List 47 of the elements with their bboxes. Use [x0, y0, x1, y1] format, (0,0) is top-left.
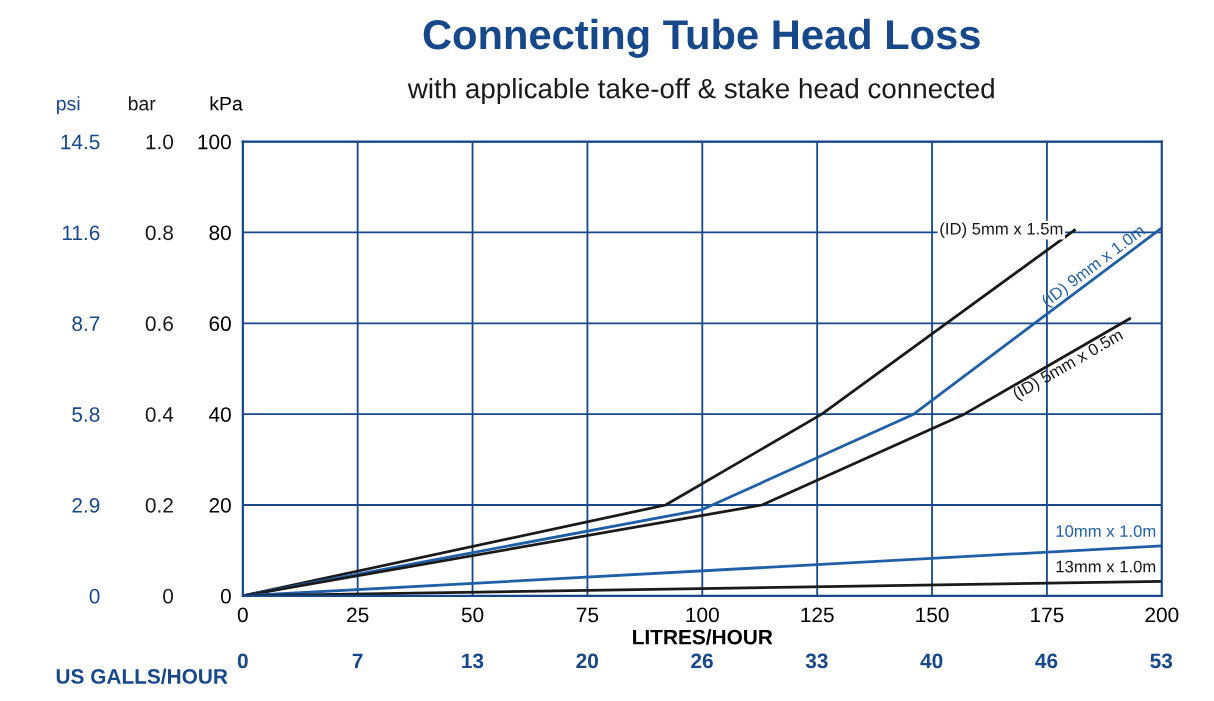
y-tick-label: 80	[209, 225, 231, 241]
y3-tick-label: 11.6	[62, 225, 100, 241]
y-axis-title: kPa	[210, 96, 243, 111]
y3-tick-label: 14.5	[61, 134, 100, 150]
x-tick-label: 0	[237, 607, 248, 623]
y3-tick-label: 5.8	[72, 407, 100, 422]
y-tick-label: 0	[220, 588, 231, 604]
y2-tick-label: 0.2	[145, 498, 173, 513]
y2-tick-label: 0.8	[145, 225, 173, 241]
x2-tick-label: 40	[920, 653, 943, 669]
x2-tick-label: 26	[691, 653, 713, 669]
x-tick-label: 25	[347, 607, 369, 623]
y2-tick-label: 0.6	[145, 316, 173, 332]
x-tick-label: 100	[686, 607, 719, 623]
x2-tick-label: 7	[352, 653, 363, 669]
chart-subtitle: with applicable take-off & stake head connected	[407, 78, 994, 104]
chart-title: Connecting Tube Head Loss	[423, 18, 980, 58]
y-tick-label: 20	[209, 498, 231, 513]
x-tick-label: 175	[1031, 607, 1064, 623]
x2-tick-label: 20	[576, 653, 598, 669]
x2-tick-label: 46	[1035, 653, 1058, 669]
y3-tick-label: 8.7	[72, 316, 100, 332]
series-label: 10mm x 1.0m	[1056, 525, 1156, 538]
x2-tick-label: 53	[1150, 653, 1173, 669]
x-tick-label: 125	[801, 607, 834, 623]
text: (ID) 5mm x 0.5m	[1011, 328, 1126, 403]
y-tick-label: 100	[198, 134, 231, 150]
y-tick-label: 40	[209, 407, 231, 422]
y-tick-label: 60	[209, 316, 231, 332]
y3-tick-label: 2.9	[72, 498, 100, 513]
x2-tick-label: 0	[237, 653, 248, 669]
x-tick-label: 200	[1145, 607, 1179, 623]
y2-axis-title: bar	[128, 96, 156, 111]
x-axis-title: LITRES/HOUR	[633, 629, 773, 645]
series-label: (ID) 5mm x 1.5m	[940, 222, 1063, 238]
y2-tick-label: 0	[163, 588, 174, 604]
y3-tick-label: 0	[89, 588, 100, 604]
y2-tick-label: 1.0	[146, 134, 174, 150]
x-tick-label: 75	[576, 607, 599, 623]
y3-axis-title: psi	[57, 96, 80, 115]
y2-tick-label: 0.4	[145, 407, 174, 422]
x2-tick-label: 33	[805, 653, 828, 669]
x2-axis-title: US GALLS/HOUR	[56, 668, 228, 685]
x2-tick-label: 13	[462, 653, 484, 669]
x-tick-label: 50	[461, 607, 484, 623]
x-tick-label: 150	[916, 607, 949, 623]
series-label: 13mm x 1.0m	[1056, 560, 1156, 573]
